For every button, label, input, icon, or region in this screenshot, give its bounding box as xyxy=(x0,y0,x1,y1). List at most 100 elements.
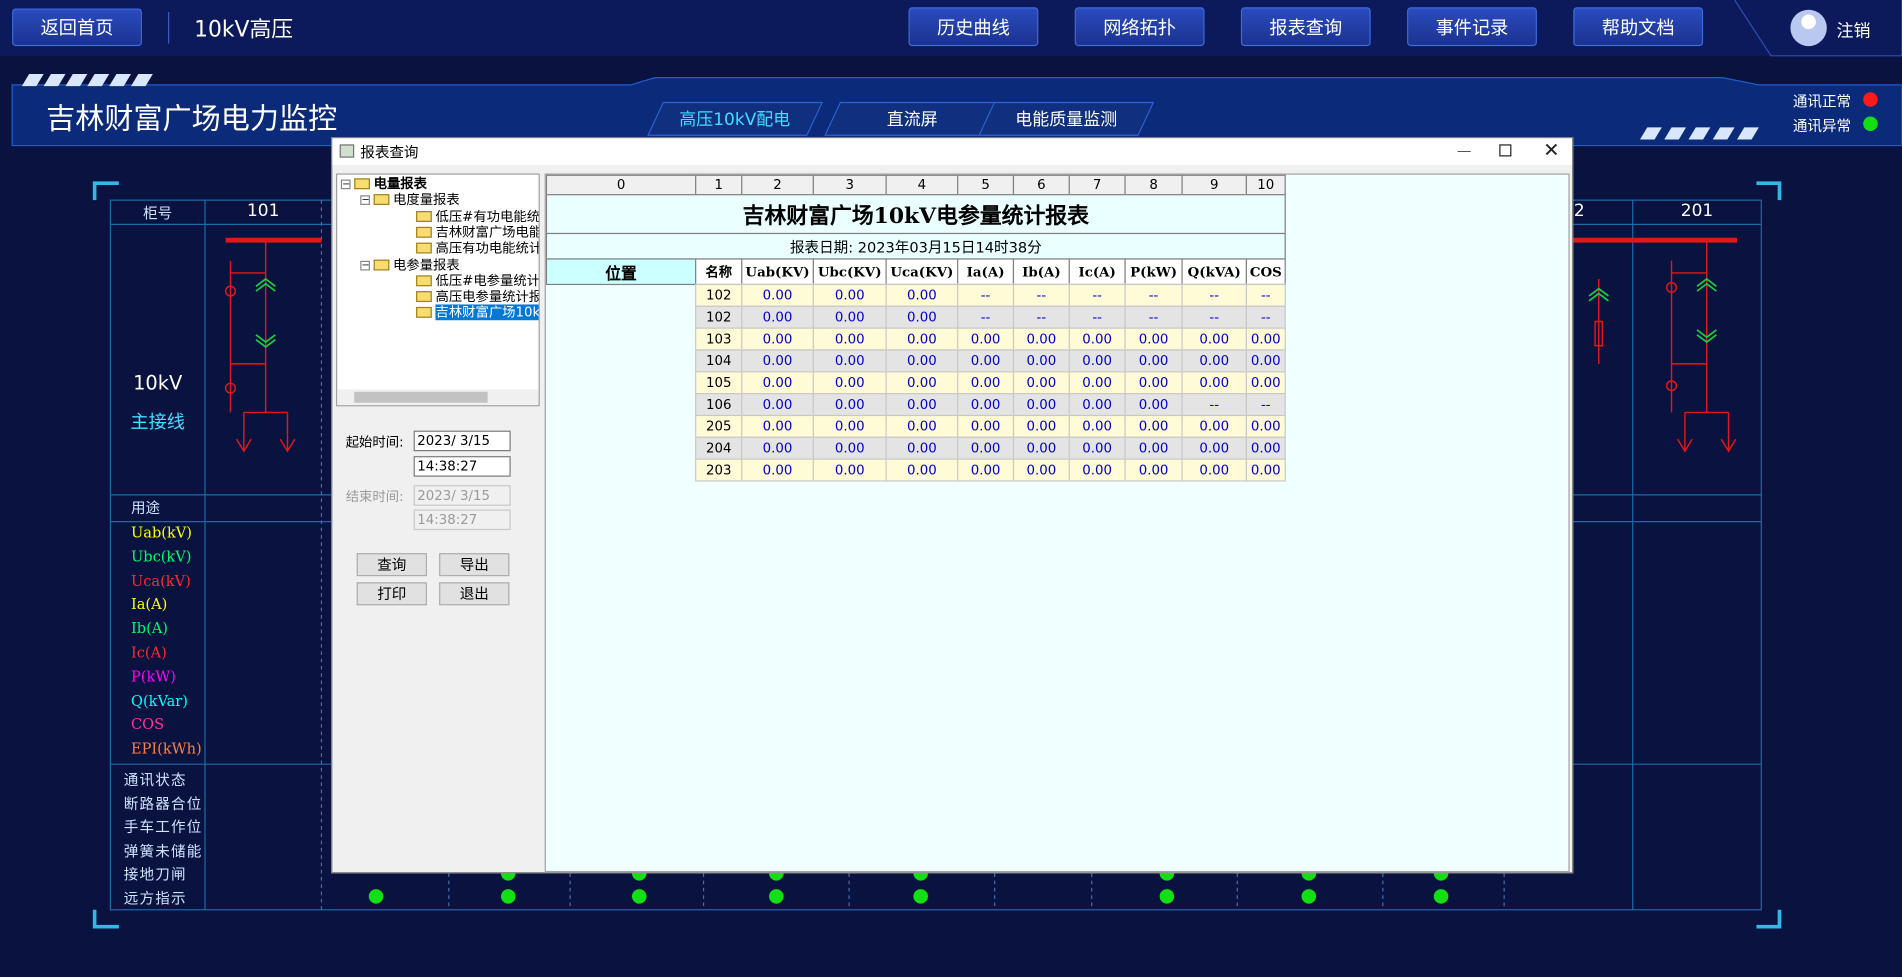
column-index: 4 xyxy=(885,174,959,196)
tab-label: 电能质量监测 xyxy=(1015,110,1118,130)
cell-value: 0.00 xyxy=(885,414,959,438)
cell-value: 0.00 xyxy=(1245,349,1286,373)
cell-value: 0.00 xyxy=(1068,371,1126,395)
tree-node[interactable]: 吉林财富广场电能统计报 xyxy=(435,224,540,241)
column-index: 3 xyxy=(812,174,887,196)
logout[interactable]: 注销 xyxy=(1836,21,1871,42)
dialog-button[interactable]: 退出 xyxy=(439,582,510,606)
close[interactable]: ✕ xyxy=(1543,138,1560,162)
cell-value: -- xyxy=(1245,393,1286,417)
cell-value: 0.00 xyxy=(957,327,1015,351)
tree-toggle[interactable]: − xyxy=(340,178,351,190)
scroll-thumb[interactable] xyxy=(354,391,488,403)
folder-icon xyxy=(416,226,432,238)
cell-value: 0.00 xyxy=(1012,436,1070,460)
cell-value: 0.00 xyxy=(1124,458,1183,482)
column-index: 0 xyxy=(545,174,697,196)
column-header: Ia(A) xyxy=(957,258,1015,286)
dialog-button[interactable]: 查询 xyxy=(356,553,427,577)
dialog-button[interactable]: 打印 xyxy=(356,582,427,606)
cell-value: 0.00 xyxy=(741,393,814,417)
end-time: 14:38:27 xyxy=(413,509,511,531)
column-header: Uca(KV) xyxy=(885,258,959,286)
status-dot xyxy=(1863,116,1878,132)
cell-value: -- xyxy=(957,283,1015,307)
start-label: 起始时间: xyxy=(345,434,404,451)
cell-value: 0.00 xyxy=(1181,349,1247,373)
cell-value: 0.00 xyxy=(1068,436,1126,460)
column-index: 8 xyxy=(1124,174,1183,196)
cell-value: -- xyxy=(1124,305,1183,329)
nav-button[interactable]: 历史曲线 xyxy=(908,7,1039,47)
column-header: 位置 xyxy=(545,258,697,286)
maximize[interactable] xyxy=(1499,144,1512,157)
tree-toggle[interactable]: − xyxy=(360,194,370,206)
state-label: 通讯状态 xyxy=(123,771,187,789)
tree-toggle[interactable]: − xyxy=(360,258,370,270)
param-label: Ubc(kV) xyxy=(131,548,192,566)
tree-node[interactable]: 高压电参量统计报表 xyxy=(435,288,538,305)
cell-value: 0.00 xyxy=(812,393,887,417)
column-header: Ic(A) xyxy=(1068,258,1126,286)
tab[interactable]: 高压10kV配电 xyxy=(647,101,824,136)
cell-value: 0.00 xyxy=(885,371,959,395)
dialog-titlebar xyxy=(332,138,1573,165)
row-name: 204 xyxy=(695,436,743,460)
cell-value: 0.00 xyxy=(1124,349,1183,373)
param-label: Ia(A) xyxy=(131,596,168,614)
cell-value: 0.00 xyxy=(812,305,887,329)
cell-value: 0.00 xyxy=(1012,393,1070,417)
start-date[interactable]: 2023/ 3/15 xyxy=(413,430,511,452)
start-time[interactable]: 14:38:27 xyxy=(413,456,511,477)
tab[interactable]: 直流屏 xyxy=(824,101,1001,136)
bus-label: 10kV xyxy=(133,371,183,395)
nav-button[interactable]: 网络拓扑 xyxy=(1074,7,1205,47)
back-button[interactable]: 返回首页 xyxy=(12,8,142,47)
tab[interactable]: 电能质量监测 xyxy=(978,101,1155,136)
tree-node[interactable]: 电量报表 xyxy=(373,175,427,192)
report-date: 报表日期: 2023年03月15日14时38分 xyxy=(545,232,1286,260)
cell-value: 0.00 xyxy=(741,371,814,395)
tree-node[interactable]: 低压#电参量统计报表 xyxy=(435,272,540,289)
tree-node[interactable]: 电度量报表 xyxy=(393,192,460,208)
minimize[interactable]: — xyxy=(1456,141,1472,159)
cell-value: -- xyxy=(1245,305,1286,329)
cell-value: -- xyxy=(1068,283,1126,307)
cell-value: 0.00 xyxy=(1181,458,1247,482)
column-index: 1 xyxy=(695,174,743,196)
column-header: 名称 xyxy=(695,258,743,286)
cell-value: 0.00 xyxy=(885,283,959,307)
folder-icon xyxy=(416,307,432,319)
param-label: P(kW) xyxy=(131,668,176,686)
cell-value: 0.00 xyxy=(1068,349,1126,373)
corner-brackets xyxy=(92,181,1782,929)
cell-value: 0.00 xyxy=(1124,371,1183,395)
column-header: Ib(A) xyxy=(1012,258,1070,286)
cell-value: 0.00 xyxy=(1012,327,1070,351)
status-label: 通讯异常 xyxy=(1792,117,1852,135)
cell-value: 0.00 xyxy=(741,305,814,329)
nav-button[interactable]: 帮助文档 xyxy=(1573,7,1704,47)
tree-node[interactable]: 高压有功电能统计报表 xyxy=(435,240,538,257)
usage-label: 用途 xyxy=(131,499,161,517)
cell-value: 0.00 xyxy=(741,436,814,460)
nav-button[interactable]: 报表查询 xyxy=(1240,7,1371,47)
param-label: COS xyxy=(131,716,165,734)
cell-value: 0.00 xyxy=(1068,414,1126,438)
tree-node[interactable]: 低压#有功电能统计报表 xyxy=(435,208,540,224)
state-label: 弹簧未储能 xyxy=(123,842,203,860)
dialog-button[interactable]: 导出 xyxy=(439,553,510,577)
status-dot xyxy=(1863,92,1878,107)
cell-value: 0.00 xyxy=(885,436,959,460)
folder-icon xyxy=(416,242,432,254)
tree-node[interactable]: 吉林财富广场10kV电参量 xyxy=(435,304,539,321)
cell-value: 0.00 xyxy=(812,436,887,460)
tab-label: 直流屏 xyxy=(886,110,938,130)
nav-button[interactable]: 事件记录 xyxy=(1407,7,1537,47)
tree-node[interactable]: 电参量报表 xyxy=(393,256,460,273)
cell-value: 0.00 xyxy=(741,458,814,482)
cell-value: -- xyxy=(1245,283,1286,307)
cell-value: 0.00 xyxy=(741,327,814,351)
param-label: Uab(kV) xyxy=(131,524,192,542)
cell-value: 0.00 xyxy=(1245,414,1286,438)
